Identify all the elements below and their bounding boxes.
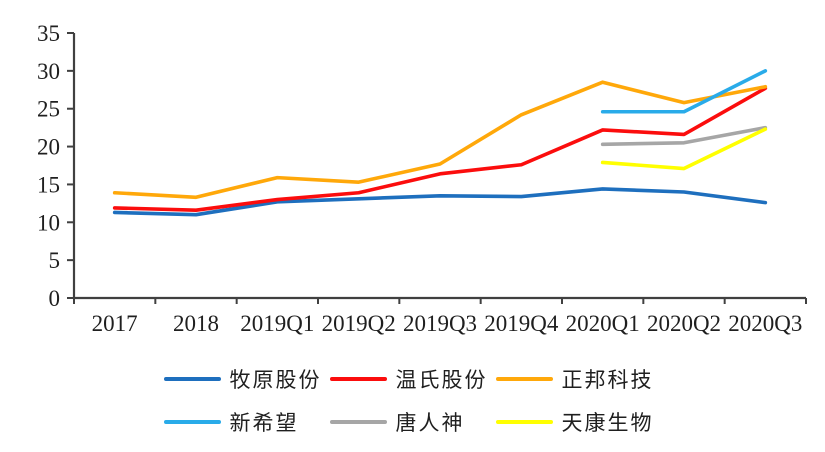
series-line-5: [600, 125, 768, 147]
legend-label: 牧原股份: [229, 368, 322, 392]
x-tick-label: 2019Q1: [240, 311, 314, 336]
legend-swatch-icon: [329, 420, 387, 424]
legend-swatch-icon: [163, 377, 221, 381]
series-line-1: [112, 187, 768, 217]
y-tick-label: 5: [49, 248, 61, 273]
x-tick-label: 2019Q3: [403, 311, 477, 336]
legend-item-4: 新希望: [163, 407, 330, 437]
chart-canvas: 0 5 10 15 20 25 30 35 2017 2018 2019Q1 2019Q2 2019Q3…: [37, 21, 807, 336]
series-line-2: [112, 86, 768, 212]
x-tick-label: 2020Q2: [647, 311, 721, 336]
legend-swatch-icon: [163, 420, 221, 424]
legend-label: 唐人神: [395, 411, 465, 435]
legend-label: 天康生物: [561, 411, 654, 435]
legend-item-3: 正邦科技: [495, 364, 662, 394]
series-line-4: [600, 69, 768, 114]
legend-item-1: 牧原股份: [163, 364, 330, 394]
y-tick-label: 15: [37, 172, 60, 197]
legend-item-5: 唐人神: [329, 407, 496, 437]
legend-swatch-icon: [495, 377, 553, 381]
legend-swatch-icon: [329, 377, 387, 381]
x-tick-label: 2017: [92, 311, 138, 336]
y-tick-label: 25: [37, 97, 60, 122]
y-tick-label: 35: [37, 21, 60, 46]
legend-label: 正邦科技: [561, 368, 654, 392]
x-tick-label: 2018: [173, 311, 219, 336]
chart-legend: 牧原股份 温氏股份 正邦科技新希望 唐人神 天康生物: [0, 364, 825, 437]
legend-label: 新希望: [229, 411, 299, 435]
series-line-6: [600, 127, 768, 171]
series-line-3: [112, 80, 768, 200]
x-tick-label: 2019Q4: [484, 311, 559, 336]
y-tick-label: 30: [37, 59, 60, 84]
y-tick-label: 10: [37, 210, 60, 235]
x-tick-label: 2020Q3: [728, 311, 802, 336]
legend-item-2: 温氏股份: [329, 364, 496, 394]
y-tick-label: 20: [37, 135, 60, 160]
x-tick-label: 2020Q1: [566, 311, 640, 336]
legend-item-6: 天康生物: [495, 407, 662, 437]
x-tick-label: 2019Q2: [322, 311, 396, 336]
legend-label: 温氏股份: [395, 368, 488, 392]
legend-swatch-icon: [495, 420, 553, 424]
y-tick-label: 0: [49, 286, 61, 311]
